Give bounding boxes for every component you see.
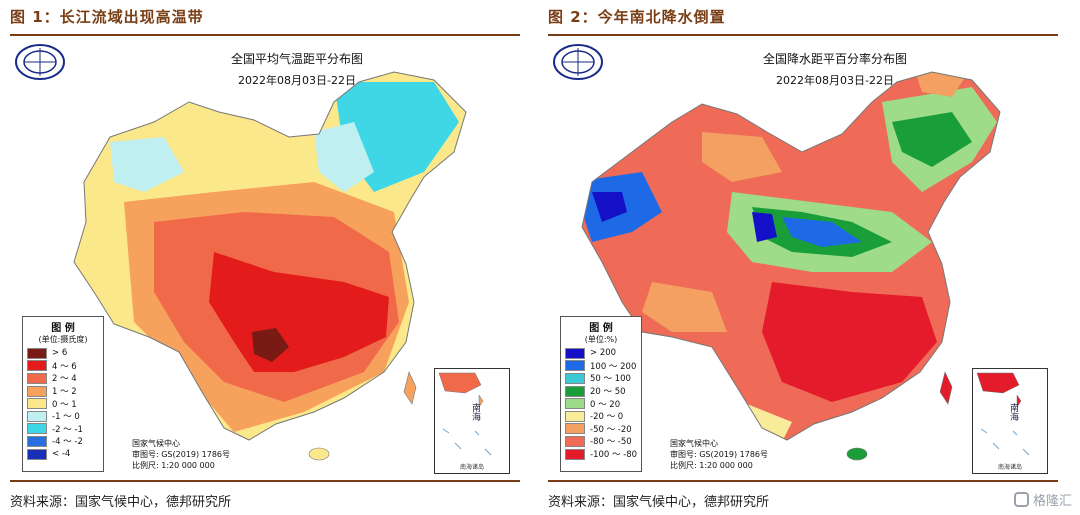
title-rule [548,34,1058,36]
legend-swatch [27,398,47,410]
temperature-map-title: 全国平均气温距平分布图 [230,52,363,66]
credit-line: 比例尺: 1:20 000 000 [132,461,215,470]
south-china-sea-inset: 南海 南海诸岛 [972,368,1048,474]
legend-swatch [565,372,585,384]
temperature-map-graphic [73,71,467,461]
watermark-text: 格隆汇 [1032,494,1072,509]
watermark-icon [1013,492,1029,507]
legend-item: 20 ～ 50 [561,385,641,398]
watermark: 格隆汇 [1013,490,1072,509]
map-credits: 国家气候中心 审图号: GS(2019) 1786号 比例尺: 1:20 000… [670,438,768,471]
legend-label: < -4 [52,449,71,460]
legend-title: 图 例 [589,323,613,334]
legend-label: 0 ～ 1 [52,399,77,410]
legend-item: > 6 [23,347,103,360]
legend-swatch [27,360,47,372]
legend-item: -1 ～ 0 [23,410,103,423]
legend-swatch [27,435,47,447]
credit-line: 国家气候中心 [132,439,180,448]
ncc-logo [553,44,603,80]
legend-label: -4 ～ -2 [52,437,83,448]
legend-label: -100 ～ -80 [590,450,638,461]
legend-label: 50 ～ 100 [590,374,631,385]
credit-line: 国家气候中心 [670,439,718,448]
precipitation-map-title: 全国降水距平百分率分布图 [762,52,907,66]
precipitation-anomaly-map: 全国降水距平百分率分布图 2022年08月03日-22日 图 例 (单位:%) … [552,42,1052,476]
legend-swatch [27,385,47,397]
legend-label: 20 ～ 50 [590,387,626,398]
inset-label: 南海 [1008,403,1018,421]
legend-item: 0 ～ 20 [561,397,641,410]
legend-item: 1 ～ 2 [23,385,103,398]
legend-item: -4 ～ -2 [23,435,103,448]
legend-item: 2 ～ 4 [23,372,103,385]
figure-1-title: 图 1：长江流域出现高温带 [10,8,204,26]
legend-item: < -4 [23,448,103,461]
legend-label: -50 ～ -20 [590,424,632,435]
figure-1-panel: 图 1：长江流域出现高温带 [10,0,538,515]
legend-swatch [27,347,47,359]
legend-swatch [27,423,47,435]
ncc-logo [15,44,65,80]
legend-item: -50 ～ -20 [561,423,641,436]
legend-label: > 200 [590,348,617,359]
credit-line: 比例尺: 1:20 000 000 [670,461,753,470]
legend-item: 0 ～ 1 [23,397,103,410]
legend-swatch [27,372,47,384]
temperature-map-date: 2022年08月03日-22日 [238,74,356,87]
temperature-anomaly-map: 全国平均气温距平分布图 2022年08月03日-22日 图 例 (单位:摄氏度)… [14,42,514,476]
legend-label: -2 ～ -1 [52,424,83,435]
legend-swatch [565,410,585,422]
legend-label: > 6 [52,348,68,359]
inset-label: 南海 [470,403,480,421]
legend-title: 图 例 [51,323,75,334]
legend-label: 4 ～ 6 [52,361,77,372]
legend-unit: (单位:%) [584,335,618,344]
legend-swatch [565,423,585,435]
source-rule [10,480,520,482]
inset-caption: 南海诸岛 [997,464,1022,471]
legend-swatch [565,385,585,397]
precipitation-map-graphic [581,71,1001,461]
legend-label: 0 ～ 20 [590,399,621,410]
legend-item: -20 ～ 0 [561,410,641,423]
legend-label: -1 ～ 0 [52,412,80,423]
south-china-sea-inset: 南海 南海诸岛 [434,368,510,474]
legend-label: -80 ～ -50 [590,437,632,448]
legend-label: 2 ～ 4 [52,374,77,385]
legend-swatch [565,347,585,359]
legend-item: -2 ～ -1 [23,423,103,436]
figure-2-title: 图 2：今年南北降水倒置 [548,8,726,26]
legend-swatch [565,435,585,447]
legend-item: -80 ～ -50 [561,435,641,448]
title-rule [10,34,520,36]
legend-swatch [565,398,585,410]
legend-label: 100 ～ 200 [590,361,637,372]
legend-item: 50 ～ 100 [561,372,641,385]
credit-line: 审图号: GS(2019) 1786号 [132,450,231,459]
inset-graphic [438,372,492,456]
figure-2-panel: 图 2：今年南北降水倒置 [548,0,1076,515]
inset-caption: 南海诸岛 [459,464,484,471]
figure-1-source: 资料来源：国家气候中心，德邦研究所 [10,495,232,510]
legend-item: 4 ～ 6 [23,360,103,373]
precipitation-legend: 图 例 (单位:%) > 200 100 ～ 200 50 ～ 100 20 ～ 50… [560,316,642,472]
legend-swatch [565,360,585,372]
figure-2-source: 资料来源：国家气候中心，德邦研究所 [548,495,770,510]
legend-item: -100 ～ -80 [561,448,641,461]
legend-unit: (单位:摄氏度) [38,335,88,344]
inset-graphic [976,372,1030,456]
legend-label: -20 ～ 0 [590,412,624,423]
legend-swatch [27,410,47,422]
legend-item: > 200 [561,347,641,360]
legend-swatch [27,448,47,460]
source-rule [548,480,1058,482]
legend-item: 100 ～ 200 [561,360,641,373]
map-credits: 国家气候中心 审图号: GS(2019) 1786号 比例尺: 1:20 000… [132,438,230,471]
precipitation-map-date: 2022年08月03日-22日 [776,74,894,87]
legend-swatch [565,448,585,460]
credit-line: 审图号: GS(2019) 1786号 [670,450,769,459]
legend-label: 1 ～ 2 [52,387,77,398]
